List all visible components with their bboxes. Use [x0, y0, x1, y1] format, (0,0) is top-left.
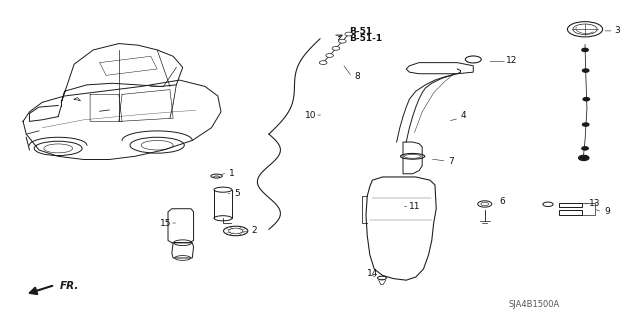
Text: 11: 11	[409, 202, 420, 211]
Text: 5: 5	[234, 189, 240, 198]
Text: 10: 10	[305, 111, 316, 120]
Circle shape	[582, 147, 588, 150]
Circle shape	[326, 54, 333, 57]
Circle shape	[582, 69, 589, 72]
Text: 2: 2	[252, 226, 257, 235]
Circle shape	[582, 123, 589, 126]
Text: 8: 8	[354, 72, 360, 81]
Circle shape	[582, 48, 588, 51]
Ellipse shape	[213, 176, 220, 178]
Text: B-51-1: B-51-1	[349, 34, 382, 43]
Circle shape	[332, 47, 340, 50]
Text: B-51: B-51	[349, 27, 372, 36]
Text: 3: 3	[614, 26, 620, 35]
Text: 9: 9	[605, 207, 611, 216]
Circle shape	[345, 32, 353, 36]
Circle shape	[319, 61, 327, 64]
Circle shape	[579, 155, 589, 160]
Text: 13: 13	[589, 199, 600, 208]
Text: 6: 6	[499, 197, 505, 206]
Text: SJA4B1500A: SJA4B1500A	[508, 300, 559, 308]
Text: 14: 14	[367, 269, 378, 278]
Text: 15: 15	[160, 219, 172, 228]
Circle shape	[583, 98, 589, 101]
Text: 7: 7	[448, 157, 454, 166]
Text: 12: 12	[506, 56, 517, 65]
Text: FR.: FR.	[60, 281, 79, 291]
Text: 1: 1	[229, 169, 235, 178]
Text: 4: 4	[461, 111, 467, 120]
Circle shape	[339, 39, 346, 43]
